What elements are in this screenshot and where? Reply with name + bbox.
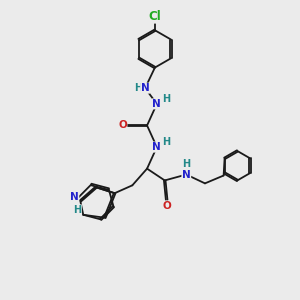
Text: N: N — [141, 83, 149, 93]
Text: Cl: Cl — [148, 10, 161, 23]
Text: H: H — [73, 205, 81, 215]
Text: N: N — [152, 99, 161, 109]
Text: O: O — [118, 121, 127, 130]
Text: H: H — [134, 83, 142, 93]
Text: N: N — [182, 169, 191, 179]
Text: N: N — [152, 142, 161, 152]
Text: H: H — [163, 137, 171, 147]
Text: H: H — [182, 159, 190, 169]
Text: O: O — [162, 201, 171, 211]
Text: N: N — [70, 192, 79, 202]
Text: H: H — [163, 94, 171, 104]
